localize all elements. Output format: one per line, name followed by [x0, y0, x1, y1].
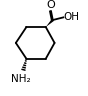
Text: OH: OH	[64, 12, 80, 22]
Text: NH₂: NH₂	[11, 74, 31, 84]
Polygon shape	[46, 19, 54, 27]
Text: O: O	[47, 0, 55, 10]
